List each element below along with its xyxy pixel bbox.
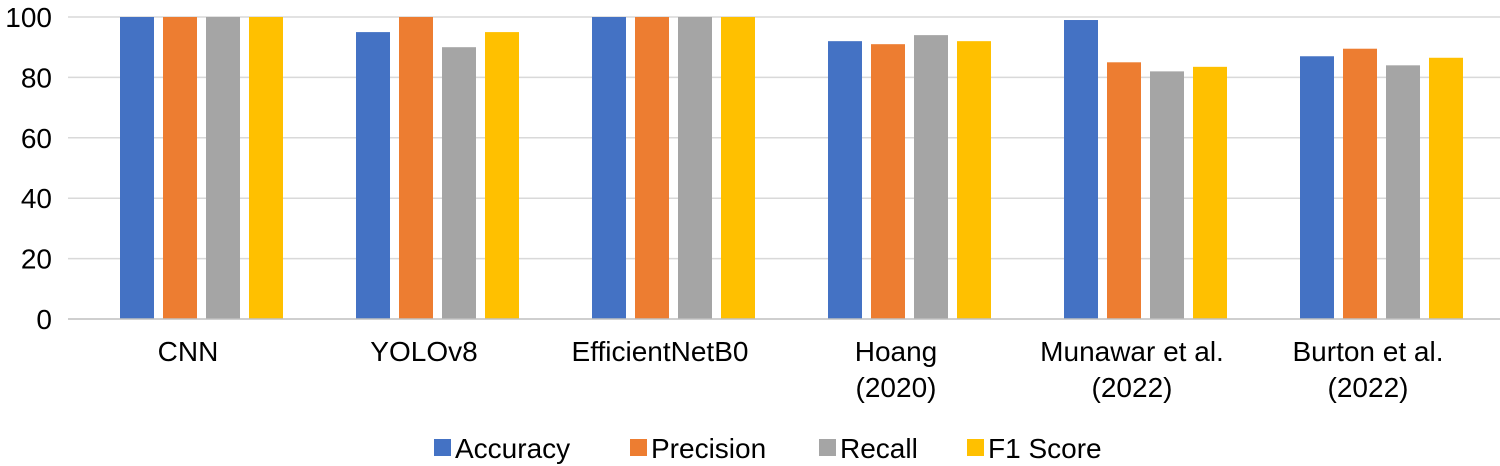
bar-accuracy xyxy=(1300,56,1334,319)
x-category-label: Munawar et al. xyxy=(1040,336,1224,367)
bar-recall xyxy=(206,17,240,319)
legend-swatch-accuracy xyxy=(434,439,451,456)
bar-recall xyxy=(914,35,948,320)
x-category-label: YOLOv8 xyxy=(370,336,477,367)
bar-precision xyxy=(1343,48,1377,320)
bar-accuracy xyxy=(1064,20,1098,320)
y-tick-label: 60 xyxy=(21,123,52,154)
x-category-label: (2020) xyxy=(856,372,937,403)
legend-label: F1 Score xyxy=(988,433,1102,464)
x-category-label: CNN xyxy=(158,336,219,367)
legend-swatch-precision xyxy=(630,439,647,456)
bar-precision xyxy=(399,17,433,319)
legend: Accuracy Precision Recall F1 Score xyxy=(434,433,1102,464)
y-tick-label: 20 xyxy=(21,244,52,275)
bar-accuracy xyxy=(120,17,154,319)
bar-recall xyxy=(1150,71,1184,319)
bar-f1-score xyxy=(957,41,991,319)
bar-recall xyxy=(442,47,476,319)
y-tick-label: 80 xyxy=(21,62,52,93)
bars xyxy=(120,17,1463,320)
y-axis-ticks: 0 20 40 60 80 100 xyxy=(5,2,52,335)
x-category-label: (2022) xyxy=(1092,372,1173,403)
bar-f1-score xyxy=(1429,57,1463,320)
bar-f1-score xyxy=(1193,66,1227,319)
gridlines xyxy=(68,16,1500,260)
bar-accuracy xyxy=(828,41,862,319)
bar-precision xyxy=(163,17,197,319)
bar-f1-score xyxy=(485,32,519,319)
x-category-label: Hoang xyxy=(855,336,938,367)
bar-recall xyxy=(678,17,712,319)
bar-accuracy xyxy=(592,17,626,319)
legend-swatch-f1-score xyxy=(967,439,984,456)
legend-swatch-recall xyxy=(819,439,836,456)
x-category-label: Burton et al. xyxy=(1293,336,1444,367)
bar-f1-score xyxy=(249,17,283,319)
bar-recall xyxy=(1386,65,1420,319)
x-axis-labels: CNN YOLOv8 EfficientNetB0 Hoang (2020) Munawa… xyxy=(158,336,1444,403)
bar-precision xyxy=(871,44,905,320)
y-tick-label: 0 xyxy=(36,304,52,335)
legend-label: Accuracy xyxy=(455,433,570,464)
bar-precision xyxy=(1107,62,1141,320)
bar-f1-score xyxy=(721,17,755,319)
bar-precision xyxy=(635,17,669,319)
x-category-label: EfficientNetB0 xyxy=(572,336,749,367)
bar-accuracy xyxy=(356,32,390,319)
x-category-label: (2022) xyxy=(1328,372,1409,403)
legend-label: Recall xyxy=(840,433,918,464)
legend-label: Precision xyxy=(651,433,766,464)
y-tick-label: 100 xyxy=(5,2,52,33)
y-tick-label: 40 xyxy=(21,183,52,214)
